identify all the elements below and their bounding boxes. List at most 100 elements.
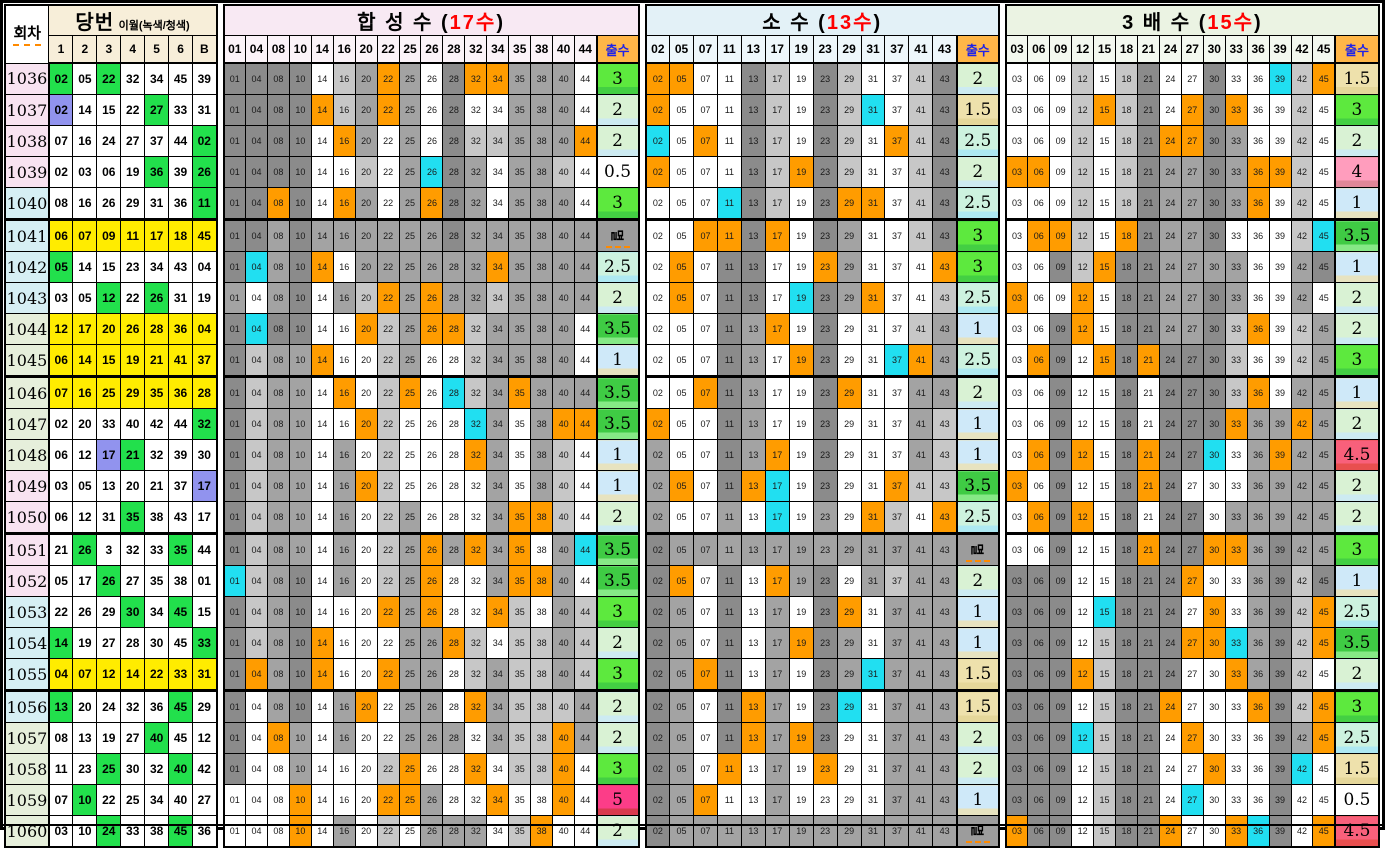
matrix-cell: 18: [1115, 219, 1138, 252]
matrix-cell: 28: [442, 313, 466, 345]
matrix-cell: 44: [574, 501, 597, 535]
chul-cell: 1: [1333, 187, 1380, 221]
matrix-cell: 16: [332, 408, 356, 440]
matrix-cell: 34: [486, 784, 510, 816]
matrix-cell: 12: [1071, 690, 1095, 723]
matrix-cell: 14: [310, 596, 334, 628]
matrix-cell: 22: [376, 344, 400, 378]
matrix-cell: 24: [1158, 596, 1182, 628]
matrix-cell: 06: [1027, 251, 1051, 283]
matrix-cell: 08: [266, 596, 290, 628]
matrix-cell: 21: [1136, 784, 1160, 816]
matrix-cell: 07: [692, 187, 718, 221]
ball-cell: 21: [48, 533, 74, 566]
matrix-cell: 13: [740, 125, 766, 157]
matrix-cell: 30: [1202, 408, 1226, 440]
matrix-cell: 30: [1202, 596, 1226, 628]
matrix-cell: 04: [244, 376, 268, 409]
ball-cell: 29: [192, 690, 218, 723]
matrix-cell: 06: [1027, 313, 1051, 345]
number-col-header: 32: [464, 35, 488, 64]
matrix-cell: 23: [812, 125, 838, 157]
number-col-header: 05: [669, 35, 694, 64]
matrix-cell: 10: [288, 722, 312, 754]
matrix-cell: 42: [1290, 753, 1314, 785]
matrix-cell: 12: [1071, 501, 1095, 535]
matrix-cell: 29: [836, 125, 862, 157]
chul-cell: 3.5: [1333, 627, 1380, 659]
ball-cell: 39: [168, 439, 194, 471]
matrix-cell: 05: [669, 690, 694, 723]
ball-cell: 35: [144, 376, 170, 409]
matrix-cell: 02: [645, 753, 671, 785]
ball-cell: 26: [96, 187, 122, 221]
matrix-cell: 15: [1093, 501, 1117, 535]
matrix-cell: 39: [1268, 501, 1292, 535]
matrix-cell: 32: [464, 753, 488, 785]
matrix-cell: 01: [223, 627, 246, 659]
ball-cell: 05: [72, 282, 98, 314]
matrix-cell: 10: [288, 470, 312, 502]
matrix-cell: 11: [716, 251, 742, 283]
chul-cell: 1: [1333, 565, 1380, 597]
matrix-cell: 02: [645, 156, 671, 188]
matrix-cell: 43: [932, 282, 958, 314]
matrix-cell: 03: [1005, 187, 1029, 221]
matrix-cell: 43: [932, 62, 958, 95]
matrix-cell: 33: [1224, 533, 1248, 566]
matrix-cell: 04: [244, 187, 268, 221]
matrix-cell: 10: [288, 219, 312, 252]
matrix-cell: 28: [442, 658, 466, 692]
matrix-cell: 24: [1158, 125, 1182, 157]
matrix-cell: 38: [530, 282, 554, 314]
ball-cell: 36: [144, 156, 170, 188]
matrix-cell: 25: [398, 470, 422, 502]
matrix-cell: 03: [1005, 627, 1029, 659]
matrix-cell: 02: [645, 501, 671, 535]
matrix-cell: 07: [692, 408, 718, 440]
matrix-cell: 21: [1136, 282, 1160, 314]
matrix-cell: 34: [486, 156, 510, 188]
matrix-cell: 27: [1180, 313, 1204, 345]
matrix-cell: 23: [812, 470, 838, 502]
matrix-cell: 44: [574, 815, 597, 848]
matrix-cell: 34: [486, 125, 510, 157]
matrix-cell: 16: [332, 627, 356, 659]
matrix-cell: 02: [645, 282, 671, 314]
matrix-cell: 22: [376, 784, 400, 816]
matrix-cell: 06: [1027, 94, 1051, 126]
matrix-cell: 02: [645, 376, 671, 409]
matrix-cell: 43: [932, 658, 958, 692]
matrix-cell: 27: [1180, 784, 1204, 816]
matrix-cell: 44: [574, 344, 597, 378]
matrix-cell: 42: [1290, 722, 1314, 754]
winning-numbers-table: 회차 당번 이월(녹색/청색) 1 2 3 4 5 6 B 1036 02 05 22 32 34 45 39 1…: [4, 4, 218, 848]
number-col-header: 06: [1027, 35, 1051, 64]
matrix-cell: 44: [574, 753, 597, 785]
matrix-cell: 20: [354, 62, 378, 95]
ball-cell: 10: [72, 784, 98, 816]
matrix-cell: 23: [812, 627, 838, 659]
matrix-cell: 26: [420, 376, 444, 409]
round-cell: 1048: [4, 439, 50, 471]
matrix-cell: 39: [1268, 408, 1292, 440]
matrix-cell: 22: [376, 815, 400, 848]
matrix-cell: 31: [860, 156, 886, 188]
ball-cell: 45: [168, 815, 194, 848]
matrix-cell: 25: [398, 627, 422, 659]
matrix-cell: 40: [552, 156, 576, 188]
ball-cell: 20: [72, 408, 98, 440]
ball-cell: 12: [96, 658, 122, 692]
ball-cell: 33: [192, 627, 218, 659]
matrix-cell: 03: [1005, 565, 1029, 597]
matrix-cell: 05: [669, 439, 694, 471]
matrix-cell: 18: [1115, 94, 1138, 126]
matrix-cell: 25: [398, 313, 422, 345]
ball-cell: 20: [120, 470, 146, 502]
matrix-cell: 18: [1115, 156, 1138, 188]
matrix-cell: 06: [1027, 408, 1051, 440]
chul-cell: 1: [595, 439, 640, 471]
matrix-cell: 07: [692, 219, 718, 252]
ball-col-header: 5: [144, 35, 170, 64]
ball-cell: 3: [96, 533, 122, 566]
